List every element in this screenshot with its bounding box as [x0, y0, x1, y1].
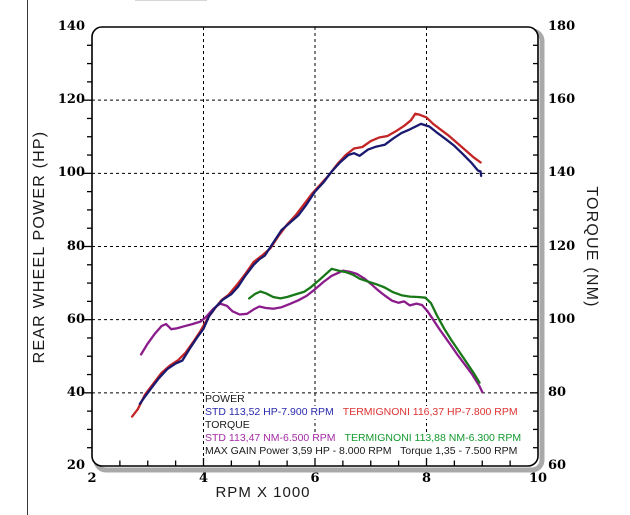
left-axis-title: REAR WHEEL POWER (HP) — [31, 130, 48, 364]
x-axis-title: RPM X 1000 — [215, 484, 311, 501]
y-left-tick-label: 140 — [57, 19, 85, 35]
y-right-tick-label: 180 — [548, 19, 576, 35]
legend-torque-values: STD 113,47 NM-6.500 RPM TERMIGNONI 113,88… — [205, 432, 522, 445]
page-left-border-line — [27, 0, 28, 515]
legend-torque-termignoni: TERMIGNONI 113,88 NM-6.300 RPM — [344, 432, 522, 444]
legend-power-values: STD 113,52 HP-7.900 RPM TERMIGNONI 116,37… — [205, 406, 518, 419]
x-tick-label: 2 — [87, 471, 97, 486]
y-left-tick-label: 20 — [66, 458, 85, 474]
y-right-tick-label: 100 — [548, 311, 576, 327]
x-tick-label: 8 — [421, 471, 432, 486]
x-tick-label: 6 — [310, 471, 320, 486]
y-right-tick-label: 60 — [548, 458, 567, 474]
legend-power-header: POWER — [205, 393, 245, 406]
legend-torque-std: STD 113,47 NM-6.500 RPM — [205, 432, 336, 444]
right-axis-title: TORQUE (NM) — [583, 186, 600, 308]
chart-legend: POWER STD 113,52 HP-7.900 RPM TERMIGNONI … — [205, 393, 522, 458]
y-right-tick-label: 120 — [548, 238, 576, 254]
y-left-tick-label: 40 — [66, 385, 85, 401]
legend-torque-header: TORQUE — [205, 419, 250, 432]
x-tick-label: 10 — [528, 471, 548, 486]
y-left-tick-label: 100 — [57, 165, 85, 181]
power-std-curve — [138, 122, 483, 405]
y-right-tick-label: 160 — [548, 92, 576, 108]
legend-max-gain: MAX GAIN Power 3,59 HP - 8.000 RPM Torqu… — [205, 445, 518, 458]
y-left-tick-label: 80 — [66, 238, 85, 254]
y-left-tick-label: 60 — [66, 311, 85, 327]
y-right-tick-label: 140 — [548, 165, 576, 181]
y-right-tick-label: 80 — [548, 385, 567, 401]
x-tick-label: 4 — [198, 471, 209, 486]
torque-termignoni-curve — [248, 267, 481, 384]
y-left-tick-label: 120 — [57, 92, 85, 108]
torque-std-curve — [139, 269, 484, 394]
legend-power-std: STD 113,52 HP-7.900 RPM — [205, 406, 334, 418]
legend-power-termignoni: TERMIGNONI 116,37 HP-7.800 RPM — [342, 406, 518, 418]
page-top-border-line — [135, 0, 207, 1]
